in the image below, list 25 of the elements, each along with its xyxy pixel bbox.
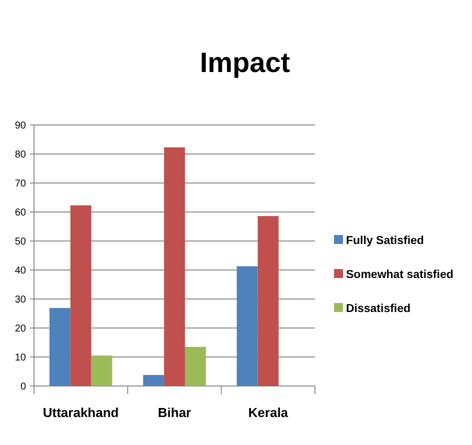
y-tick-label: 40 — [14, 266, 26, 276]
legend-label: Somewhat satisfied — [346, 269, 454, 281]
x-tick-label: Kerala — [248, 405, 289, 420]
bar — [258, 216, 279, 386]
bar — [91, 356, 112, 386]
y-tick-label: 90 — [14, 120, 26, 132]
bar — [70, 205, 92, 386]
y-tick-label: 20 — [14, 324, 26, 334]
y-tick-label: 70 — [14, 178, 26, 190]
bar — [143, 374, 164, 386]
y-tick-label: 0 — [20, 382, 26, 392]
x-tick-label: Uttarakhand — [42, 405, 119, 420]
bar — [184, 346, 206, 386]
y-tick-label: 10 — [14, 352, 26, 364]
bar — [164, 147, 185, 386]
y-tick-label: 60 — [14, 208, 26, 218]
y-tick-label: 80 — [14, 150, 26, 160]
bar — [236, 266, 258, 386]
legend-label: Dissatisfied — [346, 303, 411, 315]
bar — [49, 308, 70, 386]
legend-label: Fully Satisfied — [346, 235, 424, 247]
chart-title: Impact — [200, 47, 290, 78]
y-tick-label: 30 — [14, 294, 26, 306]
x-tick-label: Bihar — [158, 405, 192, 420]
y-tick-label: 50 — [14, 236, 26, 248]
